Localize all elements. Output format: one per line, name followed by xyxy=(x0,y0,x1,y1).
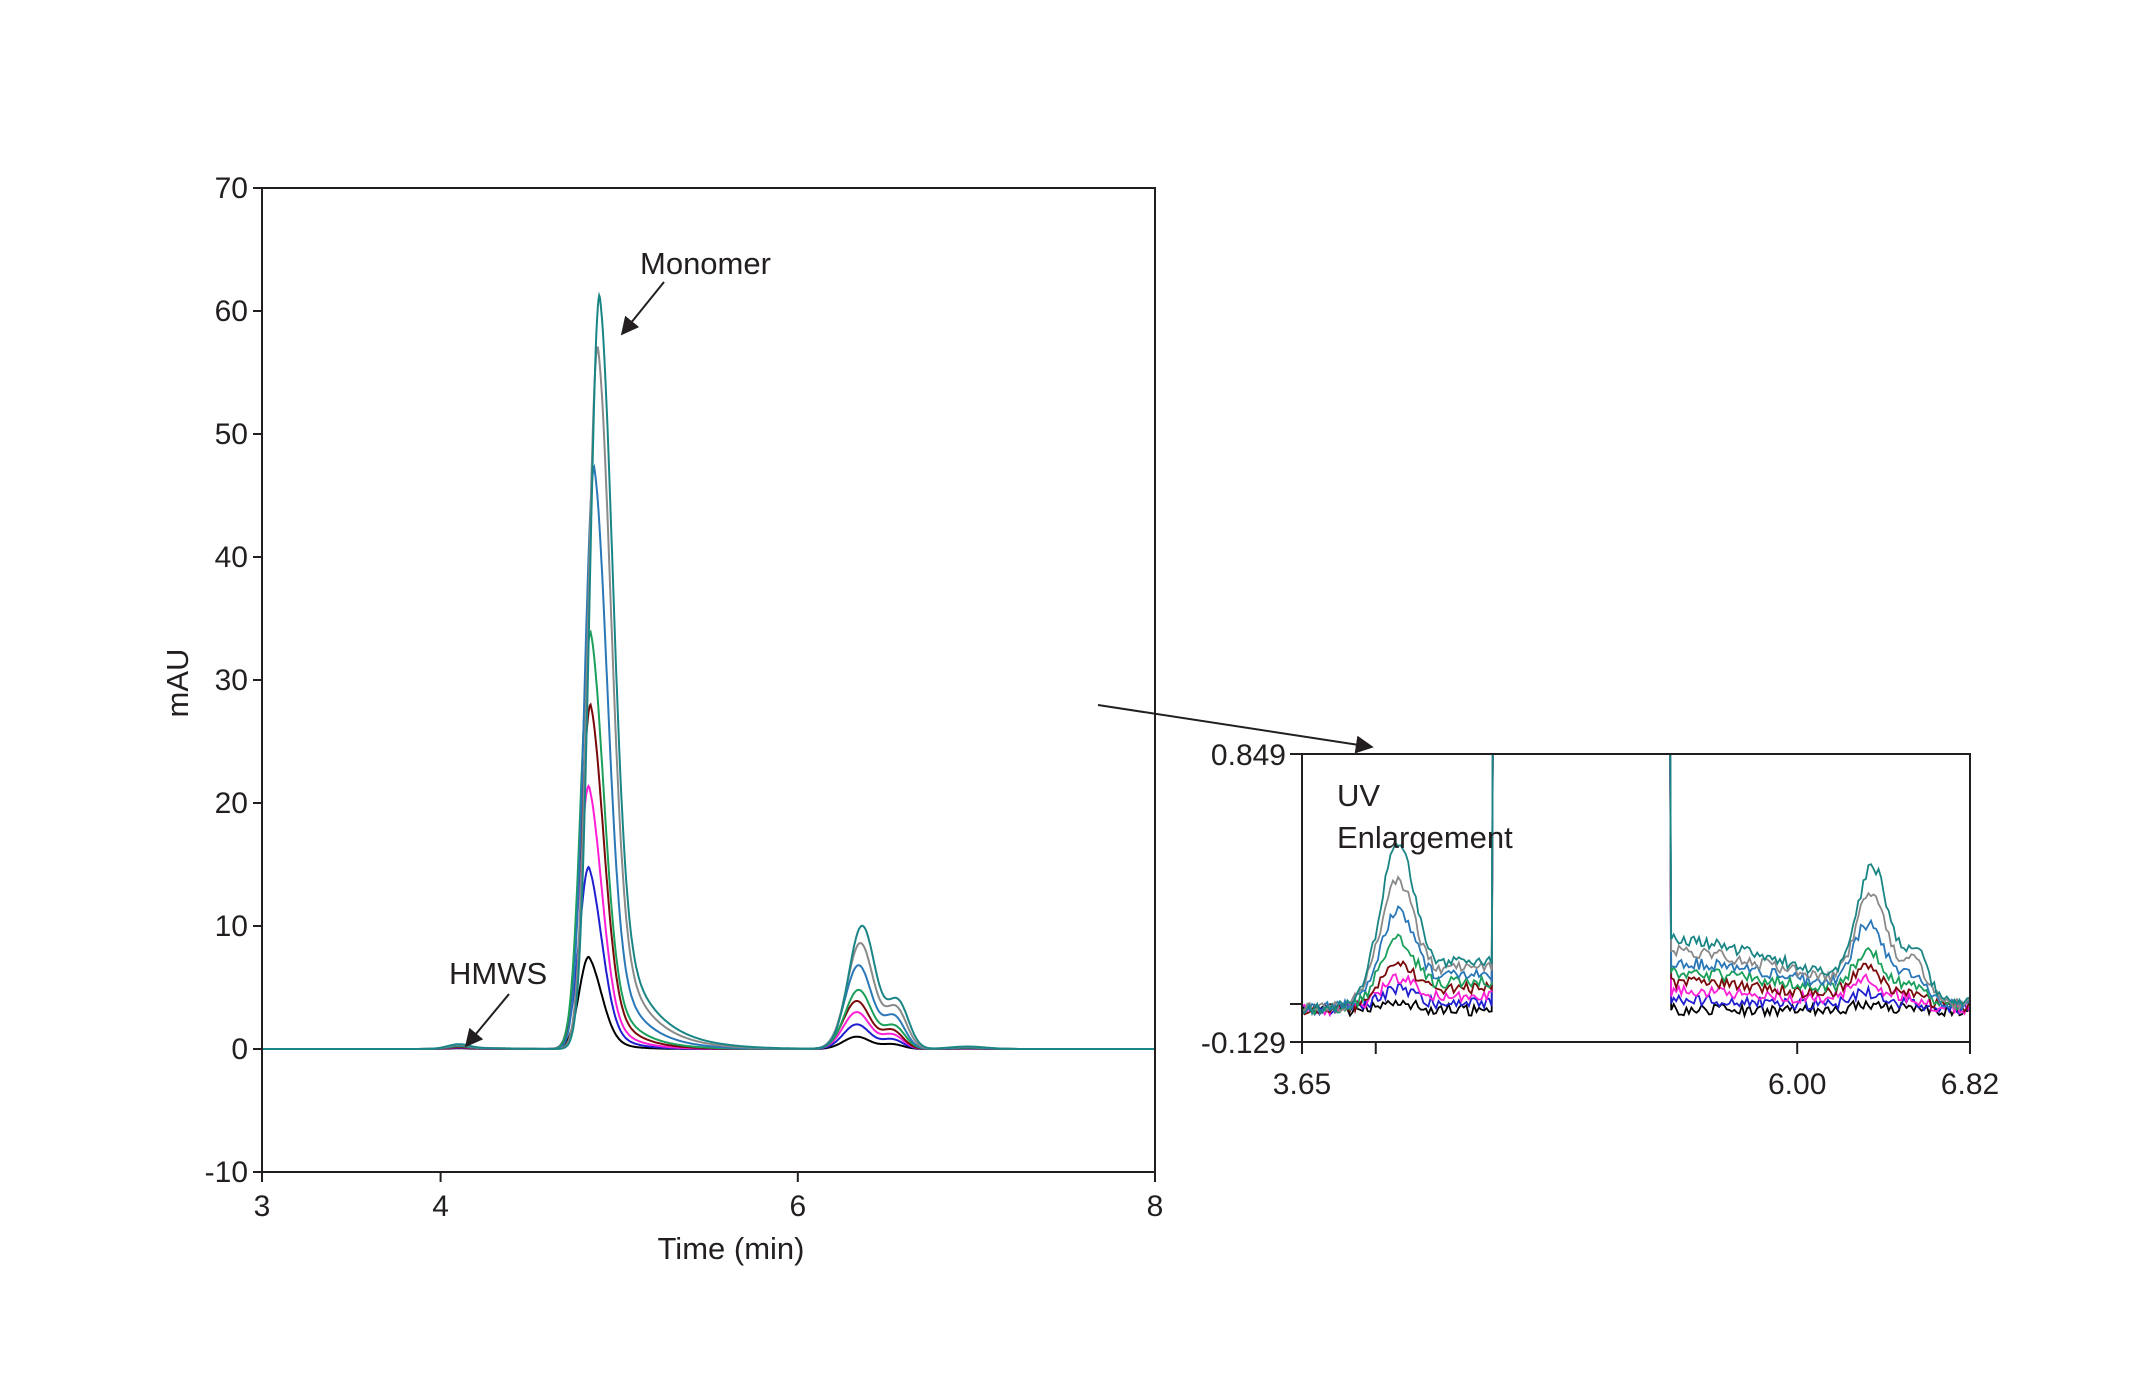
inset-x-axis: 3.65 6.00 6.82 xyxy=(1273,1042,1999,1101)
main-series-line-trace-1 xyxy=(262,955,1155,1050)
hmws-arrow xyxy=(464,993,510,1048)
inset-series-line-trace-2 xyxy=(1302,754,1970,1017)
main-series-line-trace-8 xyxy=(262,291,1155,1050)
y-tick-label: 30 xyxy=(215,664,248,697)
x-axis-title: Time (min) xyxy=(658,1231,805,1266)
y-tick-label: 20 xyxy=(215,787,248,820)
y-axis-title: mAU xyxy=(160,649,195,718)
inset-series-line-trace-4 xyxy=(1302,754,1970,1016)
inset-y-axis: -0.129 0.849 xyxy=(1201,739,1302,1060)
inset-x-tick-label: 6.82 xyxy=(1941,1068,1999,1101)
main-plot-frame xyxy=(261,187,1156,1173)
inset-series-line-trace-3 xyxy=(1302,754,1970,1018)
monomer-annotation: Monomer xyxy=(640,246,771,281)
main-series-group xyxy=(262,291,1155,1050)
main-y-axis: -10 0 10 20 30 40 50 60 70 xyxy=(205,172,262,1189)
inset-series-group xyxy=(1302,754,1970,1019)
inset-series-line-trace-1 xyxy=(1302,754,1970,1019)
x-tick-label: 8 xyxy=(1147,1190,1164,1223)
inset-series-line-trace-7 xyxy=(1302,754,1970,1017)
hmws-annotation: HMWS xyxy=(449,956,547,991)
y-tick-label: 40 xyxy=(215,541,248,574)
main-series-line-trace-6 xyxy=(262,463,1155,1050)
inset-y-tick-label: -0.129 xyxy=(1201,1027,1286,1060)
y-tick-label: 10 xyxy=(215,910,248,943)
main-series-line-trace-7 xyxy=(262,346,1155,1050)
main-x-axis: 3 4 6 8 xyxy=(254,1172,1164,1223)
x-tick-label: 3 xyxy=(254,1190,271,1223)
main-plot: -10 0 10 20 30 40 50 60 70 3 4 6 8 mAU Time (min) M… xyxy=(160,172,1163,1266)
inset-series-line-trace-5 xyxy=(1302,754,1970,1016)
inset-series-line-trace-6 xyxy=(1302,754,1970,1017)
inset-title-line-2: Enlargement xyxy=(1337,820,1513,855)
main-series-line-trace-3 xyxy=(262,784,1155,1050)
x-tick-label: 6 xyxy=(789,1190,806,1223)
enlargement-callout-arrow xyxy=(1097,704,1374,754)
y-tick-label: 50 xyxy=(215,418,248,451)
main-series-line-trace-2 xyxy=(262,865,1155,1050)
inset-plot: -0.129 0.849 3.65 6.00 6.82 UV Enlargement xyxy=(1201,739,1999,1101)
inset-title-line-1: UV xyxy=(1337,778,1380,813)
main-series-line-trace-5 xyxy=(262,629,1155,1050)
y-tick-label: 70 xyxy=(215,172,248,205)
inset-y-tick-label: 0.849 xyxy=(1211,739,1286,772)
inset-x-tick-label: 6.00 xyxy=(1768,1068,1826,1101)
inset-series-line-trace-8 xyxy=(1302,754,1970,1017)
monomer-arrow xyxy=(620,281,665,336)
y-tick-label: -10 xyxy=(205,1156,248,1189)
y-tick-label: 60 xyxy=(215,295,248,328)
y-tick-label: 0 xyxy=(231,1033,248,1066)
x-tick-label: 4 xyxy=(432,1190,449,1223)
inset-plot-frame xyxy=(1301,753,1971,1043)
inset-x-tick-label: 3.65 xyxy=(1273,1068,1331,1101)
main-series-line-trace-4 xyxy=(262,702,1155,1050)
